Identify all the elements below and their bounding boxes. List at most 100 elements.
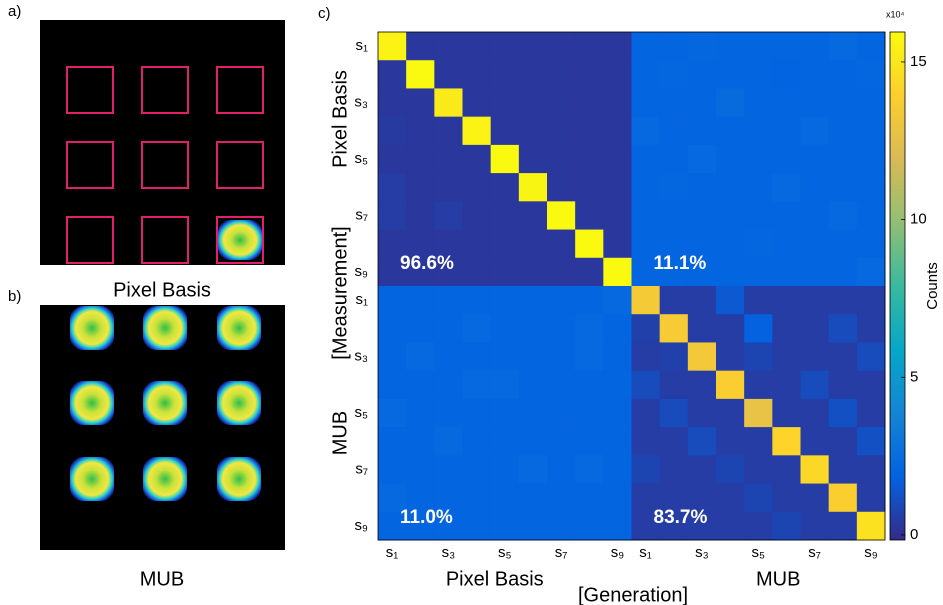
cell [744, 484, 773, 513]
cell [434, 60, 463, 89]
panel-label: b) [8, 288, 21, 305]
cell [575, 484, 604, 513]
cell [688, 117, 717, 146]
cell [857, 117, 886, 146]
cell [829, 399, 858, 428]
cell [829, 455, 858, 484]
cell [857, 314, 886, 343]
x-tick-label: s₉ [864, 544, 878, 561]
cell [716, 371, 745, 400]
cell [660, 455, 689, 484]
cell [603, 88, 632, 117]
cell [491, 230, 520, 259]
cell [829, 427, 858, 456]
cell [603, 145, 632, 174]
y-axis-label: [Measurement] [329, 226, 351, 359]
colorbar-tick-label: 10 [910, 211, 927, 228]
cell [688, 342, 717, 371]
cell [716, 512, 745, 541]
cell [575, 201, 604, 230]
colorbar-tick-label: 5 [910, 368, 918, 385]
cell [744, 145, 773, 174]
cell [519, 286, 548, 315]
cell [744, 60, 773, 89]
cell [829, 60, 858, 89]
cell [744, 201, 773, 230]
cell [801, 314, 830, 343]
cell [463, 484, 492, 513]
cell [547, 32, 576, 61]
y-group-label: Pixel Basis [329, 70, 351, 168]
beam [217, 457, 261, 501]
cell [519, 145, 548, 174]
mub-blobs [70, 306, 261, 501]
cell [744, 455, 773, 484]
cell [772, 427, 801, 456]
cell [829, 88, 858, 117]
cell [829, 201, 858, 230]
cell [688, 145, 717, 174]
cell [829, 230, 858, 259]
cell [575, 258, 604, 287]
cell [378, 286, 407, 315]
cell [857, 342, 886, 371]
cell [660, 60, 689, 89]
cell [716, 230, 745, 259]
cell [716, 342, 745, 371]
cell [660, 314, 689, 343]
cell [829, 484, 858, 513]
cell [463, 60, 492, 89]
cell [491, 455, 520, 484]
cell [463, 286, 492, 315]
cell [406, 455, 435, 484]
cell [632, 88, 661, 117]
cell [547, 117, 576, 146]
cell [688, 32, 717, 61]
y-tick-label: s₉ [355, 263, 369, 280]
cell [772, 173, 801, 202]
cell [829, 145, 858, 174]
x-tick-label: s₁ [639, 544, 652, 561]
x-tick-label: s₇ [555, 544, 568, 561]
cell [660, 88, 689, 117]
cell [603, 60, 632, 89]
cell [632, 173, 661, 202]
cell [463, 230, 492, 259]
cell [660, 427, 689, 456]
cell [378, 314, 407, 343]
cell [632, 371, 661, 400]
beam [70, 457, 114, 501]
cell [857, 455, 886, 484]
cell [716, 258, 745, 287]
cell [519, 427, 548, 456]
cell [603, 455, 632, 484]
cell [491, 117, 520, 146]
cell [406, 342, 435, 371]
cell [857, 88, 886, 117]
cell [547, 512, 576, 541]
cell [603, 258, 632, 287]
colorbar-multiplier: x10⁴ [886, 9, 905, 19]
cell [772, 455, 801, 484]
cell [603, 512, 632, 541]
cell [519, 258, 548, 287]
cell [406, 399, 435, 428]
cell [744, 342, 773, 371]
cell [491, 60, 520, 89]
cell [829, 258, 858, 287]
cell [857, 286, 886, 315]
cell [857, 201, 886, 230]
x-tick-label: s₁ [386, 544, 399, 561]
cell [716, 88, 745, 117]
cell [772, 201, 801, 230]
cell [829, 371, 858, 400]
figure: a) Pixel Basis b) MUB c) x10⁴ Counts s₁s… [0, 0, 943, 605]
cell [463, 88, 492, 117]
cell [463, 117, 492, 146]
cell [434, 201, 463, 230]
cell [632, 201, 661, 230]
cell [744, 427, 773, 456]
cell [491, 399, 520, 428]
cell [660, 145, 689, 174]
cell [434, 371, 463, 400]
